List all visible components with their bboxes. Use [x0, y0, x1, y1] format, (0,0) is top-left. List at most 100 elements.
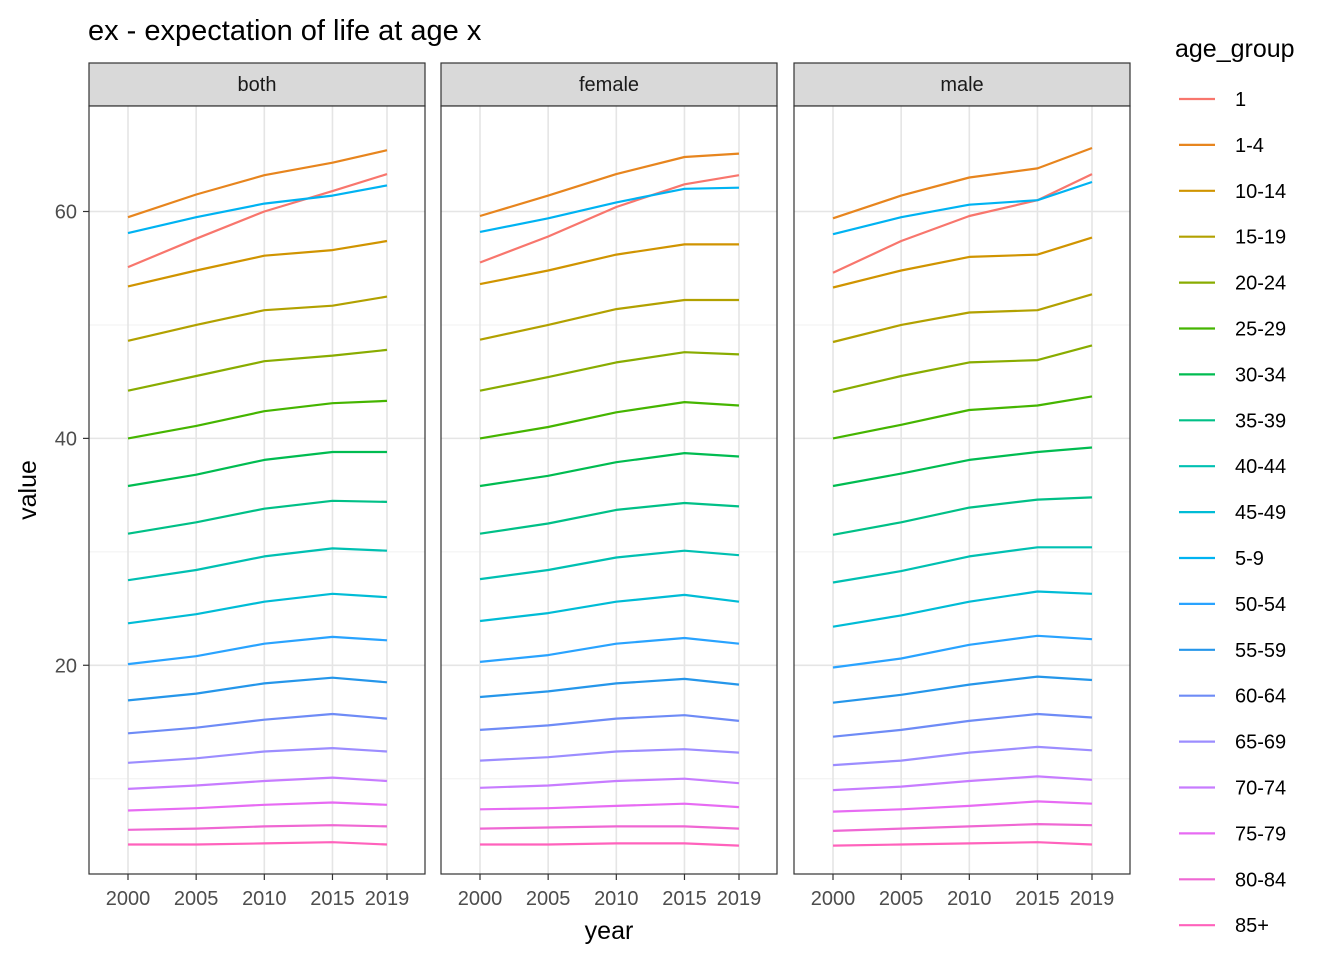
facet-panels: both 2000 2005 2010 2015 2019 female 2000 2005 20… — [88, 62, 1131, 910]
panel-border — [440, 105, 778, 875]
legend-item-25-29: 25-29 — [1179, 319, 1286, 341]
series-line-5-9 — [127, 184, 388, 235]
series-line-55-59 — [479, 677, 740, 699]
series-line-10-14 — [479, 243, 739, 286]
legend-item-35-39: 35-39 — [1179, 410, 1286, 432]
legend-label: 10-14 — [1235, 181, 1286, 203]
series-line-5-9 — [479, 186, 740, 233]
legend-label: 55-59 — [1235, 640, 1286, 662]
legend-item-65-69: 65-69 — [1179, 732, 1286, 754]
legend-item-75-79: 75-79 — [1179, 823, 1286, 845]
x-tick-label: 2000 — [811, 888, 856, 910]
series-line-85+ — [128, 841, 388, 846]
legend-item-85+: 85+ — [1179, 915, 1269, 937]
y-axis-title: value — [14, 460, 42, 520]
facet-strip-label: male — [940, 74, 983, 96]
series-line-40-44 — [127, 547, 388, 582]
x-tick-label: 2015 — [662, 888, 707, 910]
series-line-60-64 — [832, 712, 1093, 738]
series-line-45-49 — [479, 593, 740, 623]
series-line-30-34 — [127, 450, 387, 488]
legend-label: 15-19 — [1235, 227, 1286, 249]
series-line-20-24 — [127, 348, 388, 392]
series-line-1 — [127, 173, 388, 269]
legend-item-55-59: 55-59 — [1179, 640, 1286, 662]
legend-item-1: 1 — [1179, 89, 1246, 111]
series-line-50-54 — [479, 636, 740, 663]
legend-label: 40-44 — [1235, 456, 1286, 478]
legend-items: 1 1-4 10-14 15-19 20-24 25-29 30-34 35-39 40-44 4… — [1179, 89, 1286, 937]
series-line-65-69 — [127, 746, 388, 764]
legend-item-70-74: 70-74 — [1179, 778, 1286, 800]
series-line-60-64 — [479, 714, 740, 731]
chart-title: ex - expectation of life at age x — [88, 15, 482, 47]
series-line-65-69 — [832, 745, 1093, 767]
series-line-50-54 — [832, 634, 1093, 669]
series-line-80-84 — [832, 822, 1093, 832]
legend-item-40-44: 40-44 — [1179, 456, 1286, 478]
legend-label: 45-49 — [1235, 502, 1286, 524]
facet-panel-female: female 2000 2005 2010 2015 2019 — [440, 62, 778, 910]
facet-strip-label: both — [238, 74, 277, 96]
y-tick-label: 40 — [55, 428, 77, 450]
legend-item-1-4: 1-4 — [1179, 135, 1264, 157]
legend-label: 30-34 — [1235, 364, 1286, 386]
x-tick-label: 2015 — [1015, 888, 1060, 910]
x-tick-label: 2019 — [365, 888, 410, 910]
panel-background — [794, 106, 1130, 874]
series-line-30-34 — [832, 446, 1093, 488]
x-tick-label: 2010 — [594, 888, 639, 910]
legend-item-80-84: 80-84 — [1179, 869, 1286, 891]
series-line-85+ — [832, 841, 1093, 847]
x-tick-label: 2005 — [174, 888, 219, 910]
series-line-55-59 — [127, 676, 388, 702]
series-line-1-4 — [127, 149, 388, 219]
legend-label: 5-9 — [1235, 548, 1264, 570]
series-line-45-49 — [832, 590, 1093, 628]
legend-label: 65-69 — [1235, 732, 1286, 754]
series-line-80-84 — [127, 824, 388, 831]
facet-panel-both: both 2000 2005 2010 2015 2019 — [88, 62, 426, 910]
legend-item-60-64: 60-64 — [1179, 686, 1286, 708]
series-line-20-24 — [479, 351, 740, 392]
panel-background — [89, 106, 425, 874]
series-line-5-9 — [832, 180, 1093, 236]
legend-label: 60-64 — [1235, 686, 1286, 708]
series-line-15-19 — [479, 298, 739, 341]
legend-label: 50-54 — [1235, 594, 1286, 616]
x-tick-label: 2010 — [947, 888, 992, 910]
series-line-65-69 — [479, 748, 740, 762]
series-line-40-44 — [832, 546, 1092, 584]
x-tick-label: 2000 — [106, 888, 151, 910]
series-line-10-14 — [127, 239, 388, 288]
x-axis-title: year — [585, 917, 634, 945]
series-line-35-39 — [832, 496, 1093, 536]
series-line-50-54 — [127, 635, 388, 666]
legend-label: 75-79 — [1235, 823, 1286, 845]
legend-item-10-14: 10-14 — [1179, 181, 1286, 203]
x-tick-label: 2019 — [717, 888, 762, 910]
legend-label: 20-24 — [1235, 273, 1286, 295]
series-line-70-74 — [479, 777, 740, 789]
legend-label: 1 — [1235, 89, 1246, 111]
x-tick-label: 2015 — [310, 888, 355, 910]
facet-panel-male: male 2000 2005 2010 2015 2019 — [793, 62, 1131, 910]
series-line-30-34 — [479, 452, 740, 488]
series-line-45-49 — [127, 592, 388, 625]
series-line-40-44 — [479, 549, 740, 581]
legend-label: 70-74 — [1235, 778, 1286, 800]
series-line-25-29 — [832, 395, 1093, 440]
legend: age_group 1 1-4 10-14 15-19 20-24 25-29 30-34 3… — [1175, 35, 1295, 937]
panel-border — [793, 105, 1131, 875]
series-line-75-79 — [127, 801, 388, 812]
series-line-25-29 — [479, 401, 740, 440]
x-tick-label: 2005 — [879, 888, 924, 910]
series-line-1 — [479, 174, 740, 264]
legend-item-45-49: 45-49 — [1179, 502, 1286, 524]
series-line-75-79 — [832, 800, 1093, 813]
x-tick-label: 2000 — [458, 888, 503, 910]
series-line-15-19 — [127, 295, 388, 342]
legend-item-15-19: 15-19 — [1179, 227, 1286, 249]
facet-strip — [793, 62, 1131, 107]
series-line-1 — [832, 173, 1093, 274]
